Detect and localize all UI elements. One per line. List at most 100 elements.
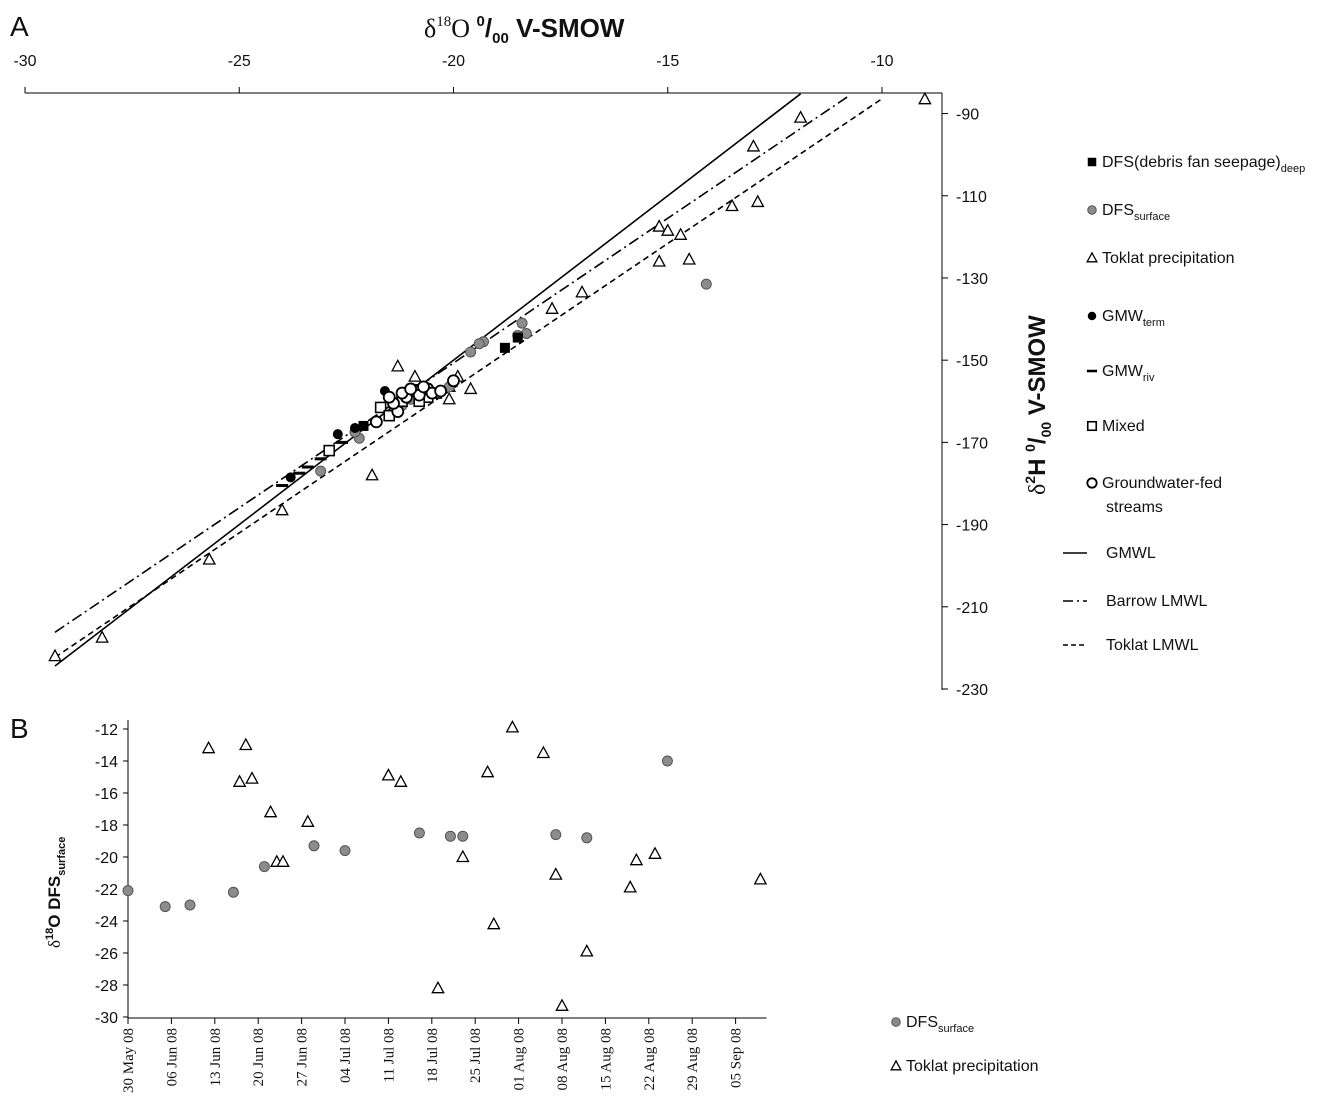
panel-b-x-tick-label: 05 Sep 08 bbox=[729, 1028, 745, 1088]
panel-a-x-tick-label: -15 bbox=[656, 53, 679, 70]
legend-a-gmwl-label: GMWL bbox=[1106, 545, 1156, 562]
panel-b-y-tick-label: -28 bbox=[95, 978, 118, 995]
legend-b-dfs_surface-marker-icon bbox=[891, 1017, 901, 1027]
panel-b-y-axis-title: δ18O DFSsurface bbox=[44, 837, 68, 948]
panel-b-point-toklat-precipitation bbox=[263, 804, 278, 818]
panel-a-x-tick-label: -20 bbox=[442, 53, 465, 70]
panel-b-x-tick-label: 30 May 08 bbox=[121, 1028, 137, 1093]
panel-b-point-toklat-precipitation bbox=[381, 768, 396, 781]
panel-a-point-toklat-precipitation bbox=[95, 630, 109, 643]
legend-a-barrow-label: Barrow LMWL bbox=[1106, 593, 1207, 610]
panel-b-point-dfs-surface bbox=[159, 901, 171, 913]
legend-a-dfs_surface-sub: surface bbox=[1134, 211, 1170, 223]
panel-b-point-dfs-surface bbox=[661, 755, 673, 767]
panel-b-point-dfs-surface bbox=[413, 827, 425, 839]
panel-b-x-tick-label: 29 Aug 08 bbox=[685, 1028, 701, 1091]
x-title-delta: δ bbox=[424, 14, 436, 43]
legend-a-toklat_lmwl-label: Toklat LMWL bbox=[1106, 637, 1199, 654]
panel-a-point-dfs-surface bbox=[700, 278, 712, 290]
y-title-permil-sub: 00 bbox=[1038, 422, 1054, 438]
panel-b-point-toklat-precipitation bbox=[239, 737, 253, 751]
panel-a-point-gmw-term bbox=[332, 429, 343, 440]
x-title-sup: 18 bbox=[436, 14, 451, 30]
panel-b-point-dfs-surface bbox=[227, 886, 239, 898]
legend-a-toklat-marker-icon bbox=[1086, 251, 1098, 263]
x-title-permil-sup: 0 bbox=[477, 13, 485, 30]
panel-b-point-toklat-precipitation bbox=[623, 880, 637, 893]
panel-b-point-toklat-precipitation bbox=[394, 774, 408, 787]
panel-a-y-tick-label: -190 bbox=[956, 518, 988, 535]
panel-a-point-toklat-precipitation bbox=[391, 358, 405, 372]
panel-a-point-groundwater-fed-streams bbox=[369, 415, 383, 429]
panel-a-point-toklat-precipitation bbox=[652, 254, 666, 267]
panel-a-point-dfs-debris-fan-seepage-deep bbox=[358, 420, 369, 431]
legend-a-mixed-text: Mixed bbox=[1102, 418, 1145, 435]
panel-a-point-toklat-precipitation bbox=[793, 110, 808, 123]
panel-b-point-toklat-precipitation bbox=[487, 916, 501, 930]
legend-a-gmw_term-sub: term bbox=[1143, 317, 1165, 329]
panel-a-point-toklat-precipitation bbox=[750, 194, 765, 208]
panel-a-y-tick-label: -170 bbox=[956, 435, 988, 452]
panel-a-point-groundwater-fed-streams bbox=[447, 374, 460, 388]
panel-b-point-toklat-precipitation bbox=[456, 849, 470, 863]
panel-a-point-groundwater-fed-streams bbox=[382, 390, 396, 404]
y-title-elem: H bbox=[1024, 452, 1051, 476]
panel-b-point-toklat-precipitation bbox=[580, 944, 594, 957]
panel-b-point-dfs-surface bbox=[581, 832, 593, 844]
panel-b-point-toklat-precipitation bbox=[480, 764, 495, 778]
x-title-elem: O bbox=[451, 14, 476, 43]
panel-b-point-dfs-surface bbox=[258, 861, 270, 873]
panel-b-point-toklat-precipitation bbox=[753, 872, 768, 885]
legend-a-dfs_deep-marker-icon bbox=[1087, 157, 1097, 167]
panel-a-point-groundwater-fed-streams bbox=[417, 380, 430, 394]
panel-a-y-tick-label: -210 bbox=[956, 600, 988, 617]
panel-a-point-mixed bbox=[323, 444, 336, 457]
panel-a-y-tick-label: -130 bbox=[956, 271, 988, 288]
legend-b-dfs_surface-text: DFS bbox=[906, 1014, 938, 1031]
x-title-permil-sub: 00 bbox=[492, 30, 509, 47]
legend-b-toklat-label: Toklat precipitation bbox=[906, 1058, 1039, 1075]
panel-b-point-toklat-precipitation bbox=[549, 867, 563, 880]
panel-b-x-tick-label: 27 Jun 08 bbox=[295, 1028, 311, 1086]
legend-a-dfs_deep-label: DFS(debris fan seepage)deep bbox=[1102, 154, 1305, 175]
panel-a-line-toklat-lmwl bbox=[54, 98, 883, 659]
x-title-permil-slash: / bbox=[485, 13, 492, 43]
panel-a-y-axis-title: δ2H 0/00 V-SMOW bbox=[1022, 315, 1054, 495]
panel-a-point-gmw-riv bbox=[276, 484, 289, 488]
panel-b-y-tick-label: -24 bbox=[95, 914, 118, 931]
panel-b-point-toklat-precipitation bbox=[505, 720, 520, 733]
legend-a-toklat-label: Toklat precipitation bbox=[1102, 250, 1235, 267]
panel-b-point-toklat-precipitation bbox=[201, 740, 216, 754]
legend-a-dfs_surface-text: DFS bbox=[1102, 202, 1134, 219]
panel-a-point-toklat-precipitation bbox=[918, 91, 932, 105]
panel-b-point-toklat-precipitation bbox=[301, 814, 315, 827]
panel-b-point-dfs-surface bbox=[457, 830, 469, 842]
legend-a-gmw_term-marker-icon bbox=[1087, 311, 1097, 321]
panel-a-point-dfs-surface bbox=[516, 317, 528, 329]
panel-b-legend: DFSsurface Toklat precipitation bbox=[890, 1014, 1039, 1075]
legend-a-mixed-label: Mixed bbox=[1102, 418, 1145, 435]
legend-a-dfs_deep-sub: deep bbox=[1281, 163, 1305, 175]
b-title-sup: 18 bbox=[44, 928, 56, 940]
panel-a-y-tick-label: -150 bbox=[956, 353, 988, 370]
panel-b-point-dfs-surface bbox=[308, 840, 320, 852]
panel-a-point-toklat-precipitation bbox=[275, 502, 289, 516]
panel-a-x-axis-title: δ18O 0/00 V-SMOW bbox=[424, 13, 625, 47]
panel-b-point-toklat-precipitation bbox=[536, 745, 551, 759]
panel-b-x-tick-label: 08 Aug 08 bbox=[555, 1028, 571, 1091]
panel-b-point-toklat-precipitation bbox=[276, 854, 290, 867]
legend-a-gmw_term-label: GMWterm bbox=[1102, 308, 1165, 329]
panel-a-point-toklat-precipitation bbox=[365, 467, 379, 481]
panel-b-y-tick-label: -26 bbox=[95, 946, 118, 963]
panel-a-point-dfs-surface bbox=[465, 346, 477, 358]
panel-b-x-tick-label: 13 Jun 08 bbox=[208, 1028, 224, 1086]
panel-b-point-toklat-precipitation bbox=[232, 774, 247, 787]
panel-a-x-tick-label: -30 bbox=[13, 53, 36, 70]
panel-b-point-toklat-precipitation bbox=[648, 846, 662, 859]
panel-a-x-tick-label: -10 bbox=[870, 53, 893, 70]
y-title-permil-sup: 0 bbox=[1022, 444, 1038, 452]
panel-a-point-gmw-riv bbox=[301, 465, 314, 469]
panel-b-y-tick-label: -20 bbox=[95, 850, 118, 867]
panel-a-point-toklat-precipitation bbox=[545, 301, 559, 314]
panel-a-line-barrow-lmwl bbox=[54, 96, 849, 633]
